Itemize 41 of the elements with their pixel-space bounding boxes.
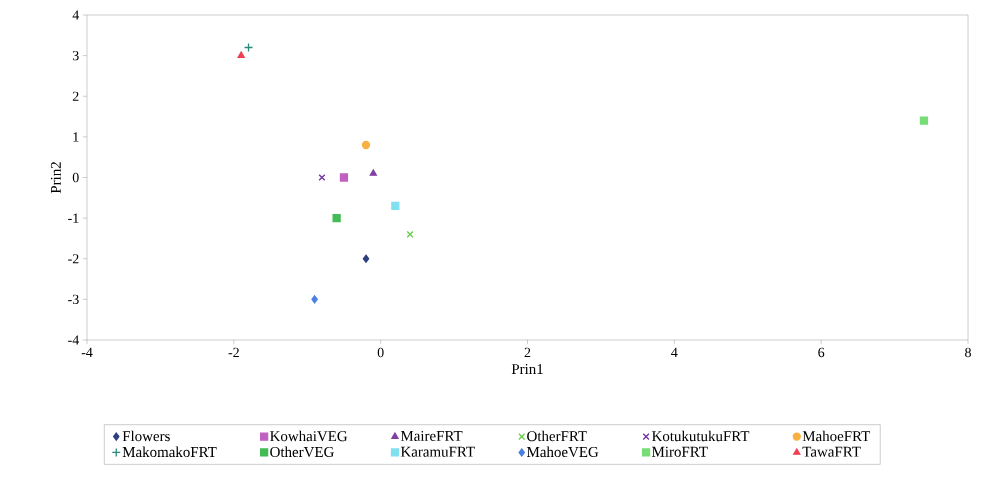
legend-label: MakomakoFRT	[122, 446, 217, 458]
y-tick-label: 2	[72, 91, 79, 101]
y-tick-label: -4	[68, 335, 80, 345]
legend-label: Flowers	[122, 430, 170, 442]
point	[332, 213, 341, 223]
legend-label: OtherVEG	[270, 446, 334, 458]
legend-label: MahoeVEG	[526, 446, 599, 458]
x-tick-label: 8	[965, 347, 971, 358]
legend-label: KaramuFRT	[400, 446, 475, 457]
point	[237, 51, 245, 59]
legend-label: MiroFRT	[651, 446, 708, 457]
legend-label: KotukutukuFRT	[651, 430, 750, 442]
legend-label: MaireFRT	[400, 430, 463, 441]
point	[391, 201, 400, 211]
x-tick-label: -4	[81, 347, 93, 357]
point	[339, 173, 349, 182]
y-tick-label: -2	[68, 254, 79, 264]
x-tick-label: 2	[524, 347, 531, 358]
legend-label: TawaFRT	[802, 446, 861, 457]
point	[406, 230, 414, 238]
y-tick-label: -3	[68, 294, 79, 305]
y-tick-label: 0	[72, 172, 79, 183]
legend-label: KowhaiVEG	[270, 430, 348, 442]
y-axis-title: Prin2	[50, 162, 61, 194]
point	[369, 169, 377, 176]
point	[362, 254, 370, 263]
x-tick-label: -2	[228, 347, 239, 358]
x-tick-label: 4	[671, 347, 678, 357]
point	[919, 116, 929, 125]
legend-label: OtherFRT	[527, 430, 587, 442]
y-tick-label: -1	[68, 213, 79, 223]
point	[318, 174, 326, 181]
y-tick-label: 3	[72, 50, 79, 61]
x-tick-label: 0	[377, 347, 384, 358]
y-tick-label: 4	[72, 10, 80, 20]
point	[361, 140, 371, 150]
y-tick-label: 1	[73, 132, 79, 142]
x-axis-title: Prin1	[511, 364, 543, 374]
point	[311, 295, 318, 304]
legend-label: MahoeFRT	[802, 430, 871, 442]
x-tick-label: 6	[818, 347, 825, 358]
